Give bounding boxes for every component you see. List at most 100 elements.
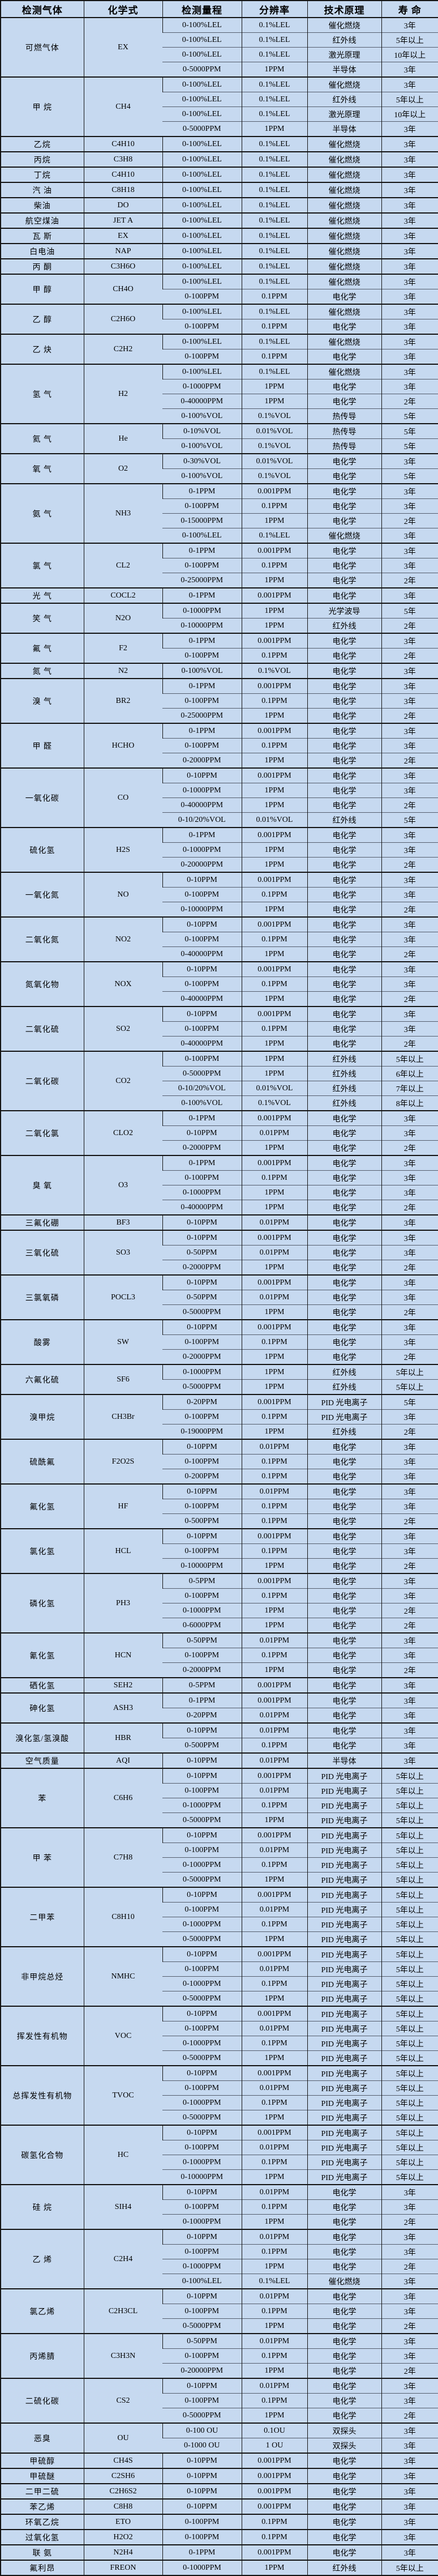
range-cell: 0-100PPM xyxy=(162,289,242,304)
gas-name-cell: 三氯氧磷 xyxy=(1,1274,84,1320)
table-row: 二氧化氮 NO2 0-10PPM 0.001PPM 电化学 3年 xyxy=(1,916,438,962)
table-row: 0-1000PPM 1PPM 电化学 3年 xyxy=(1,842,438,858)
lifespan-cell: 3年 xyxy=(381,2244,438,2259)
resolution-cell: 0.1%VOL xyxy=(241,408,307,424)
lifespan-cell: 5年以上 xyxy=(381,2155,438,2170)
principle-cell: 红外线 xyxy=(307,2560,381,2575)
range-cell: 0-10PPM xyxy=(162,1006,242,1022)
lifespan-cell: 3年 xyxy=(381,121,438,137)
resolution-cell: 0.1%LEL xyxy=(241,151,307,167)
column-header: 寿 命 xyxy=(381,1,438,18)
principle-cell: 电化学 xyxy=(307,723,381,739)
table-row: 臭 氧 O3 0-1PPM 0.001PPM 电化学 3年 xyxy=(1,1155,438,1215)
principle-cell: PID 光电离子 xyxy=(307,1768,381,1784)
formula-cell: AQI xyxy=(83,1752,162,1768)
formula-cell: H2O2 xyxy=(83,2529,162,2545)
resolution-cell: 0.1%LEL xyxy=(241,106,307,122)
resolution-cell: 1PPM xyxy=(241,1364,307,1380)
lifespan-cell: 5年以上 xyxy=(381,1812,438,1828)
table-row: 0-5000PPM 1PPM PID 光电离子 5年以上 xyxy=(1,2050,438,2066)
gas-name-cell: 光 气 xyxy=(1,587,84,603)
lifespan-cell: 3年 xyxy=(381,1245,438,1260)
table-row: 0-5000PPM 1PPM 半导体 3年 xyxy=(1,121,438,137)
principle-cell: PID 光电离子 xyxy=(307,1902,381,1917)
principle-cell: 电化学 xyxy=(307,453,381,469)
principle-cell: PID 光电离子 xyxy=(307,2169,381,2185)
resolution-cell: 0.001PPM xyxy=(241,2544,307,2560)
resolution-cell: 0.1PPM xyxy=(241,1917,307,1932)
principle-cell: 电化学 xyxy=(307,2333,381,2349)
range-cell: 0-100%VOL xyxy=(162,408,242,424)
resolution-cell: 0.1%LEL xyxy=(241,32,307,48)
lifespan-cell: 3年 xyxy=(381,1573,438,1589)
table-row: 0-6000PPM 1PPM 电化学 2年 xyxy=(1,1618,438,1633)
lifespan-cell: 5年以上 xyxy=(381,2560,438,2575)
resolution-cell: 1PPM xyxy=(241,513,307,528)
range-cell: 0-100%LEL xyxy=(162,528,242,543)
range-cell: 0-10PPM xyxy=(162,2498,242,2514)
range-cell: 0-1000PPM xyxy=(162,603,242,619)
resolution-cell: 0.001PPM xyxy=(241,2468,307,2484)
principle-cell: PID 光电离子 xyxy=(307,2006,381,2021)
range-cell: 0-100PPM xyxy=(162,2199,242,2215)
lifespan-cell: 2年 xyxy=(381,1558,438,1573)
lifespan-cell: 3年 xyxy=(381,2229,438,2245)
resolution-cell: 1PPM xyxy=(241,2214,307,2229)
lifespan-cell: 3年 xyxy=(381,136,438,152)
range-cell: 0-10PPM xyxy=(162,2065,242,2081)
lifespan-cell: 3年 xyxy=(381,1214,438,1230)
resolution-cell: 0.1%VOL xyxy=(241,438,307,454)
resolution-cell: 0.001PPM xyxy=(241,961,307,977)
principle-cell: 催化燃烧 xyxy=(307,17,381,33)
resolution-cell: 0.001PPM xyxy=(241,678,307,694)
resolution-cell: 0.01PPM xyxy=(241,1290,307,1305)
range-cell: 0-100PPM xyxy=(162,1543,242,1559)
range-cell: 0-100%LEL xyxy=(162,2274,242,2289)
resolution-cell: 0.1OU xyxy=(241,2423,307,2438)
range-cell: 0-10000PPM xyxy=(162,2169,242,2185)
range-cell: 0-50PPM xyxy=(162,1632,242,1648)
resolution-cell: 0.1PPM xyxy=(241,498,307,514)
lifespan-cell: 3年 xyxy=(381,1588,438,1603)
range-cell: 0-100PPM xyxy=(162,1454,242,1469)
lifespan-cell: 5年以上 xyxy=(381,1768,438,1784)
lifespan-cell: 3年 xyxy=(381,2184,438,2200)
lifespan-cell: 3年 xyxy=(381,1170,438,1185)
gas-name-cell: 硒化氢 xyxy=(1,1677,84,1693)
formula-cell: C7H8 xyxy=(83,1827,162,1887)
lifespan-cell: 2年 xyxy=(381,2318,438,2334)
resolution-cell: 0.001PPM xyxy=(241,1677,307,1693)
resolution-cell: 0.001PPM xyxy=(241,1394,307,1410)
formula-cell: NO2 xyxy=(83,916,162,962)
table-row: 0-100PPM 0.01PPM PID 光电离子 5年以上 xyxy=(1,1783,438,1798)
resolution-cell: 0.001PPM xyxy=(241,1768,307,1784)
table-row: 0-20PPM 0.01PPM 电化学 3年 xyxy=(1,1708,438,1723)
resolution-cell: 1PPM xyxy=(241,603,307,619)
lifespan-cell: 2年 xyxy=(381,991,438,1006)
lifespan-cell: 3年 xyxy=(381,2498,438,2514)
table-row: 0-100PPM 0.01PPM PID 光电离子 5年以上 xyxy=(1,1902,438,1917)
gas-name-cell: 过氧化氢 xyxy=(1,2529,84,2545)
principle-cell: 电化学 xyxy=(307,2483,381,2499)
resolution-cell: 0.1PPM xyxy=(241,2304,307,2319)
range-cell: 0-2000PPM xyxy=(162,1349,242,1364)
principle-cell: 电化学 xyxy=(307,1543,381,1559)
lifespan-cell: 3年 xyxy=(381,1692,438,1708)
table-row: 乙烷 C4H10 0-100%LEL 0.1%LEL 催化燃烧 3年 xyxy=(1,136,438,152)
range-cell: 0-100PPM xyxy=(162,2021,242,2036)
range-cell: 0-50PPM xyxy=(162,1245,242,1260)
lifespan-cell: 2年 xyxy=(381,2363,438,2378)
range-cell: 0-5000PPM xyxy=(162,1812,242,1828)
formula-cell: CS2 xyxy=(83,2378,162,2423)
range-cell: 0-100 OU xyxy=(162,2423,242,2438)
lifespan-cell: 5年以上 xyxy=(381,1364,438,1380)
range-cell: 0-1000PPM xyxy=(162,783,242,798)
range-cell: 0-10PPM xyxy=(162,1230,242,1246)
lifespan-cell: 5年 xyxy=(381,423,438,439)
lifespan-cell: 2年 xyxy=(381,1513,438,1529)
resolution-cell: 0.01PPM xyxy=(241,1125,307,1141)
lifespan-cell: 10年以上 xyxy=(381,47,438,62)
principle-cell: 电化学 xyxy=(307,1125,381,1141)
range-cell: 0-100PPM xyxy=(162,558,242,573)
